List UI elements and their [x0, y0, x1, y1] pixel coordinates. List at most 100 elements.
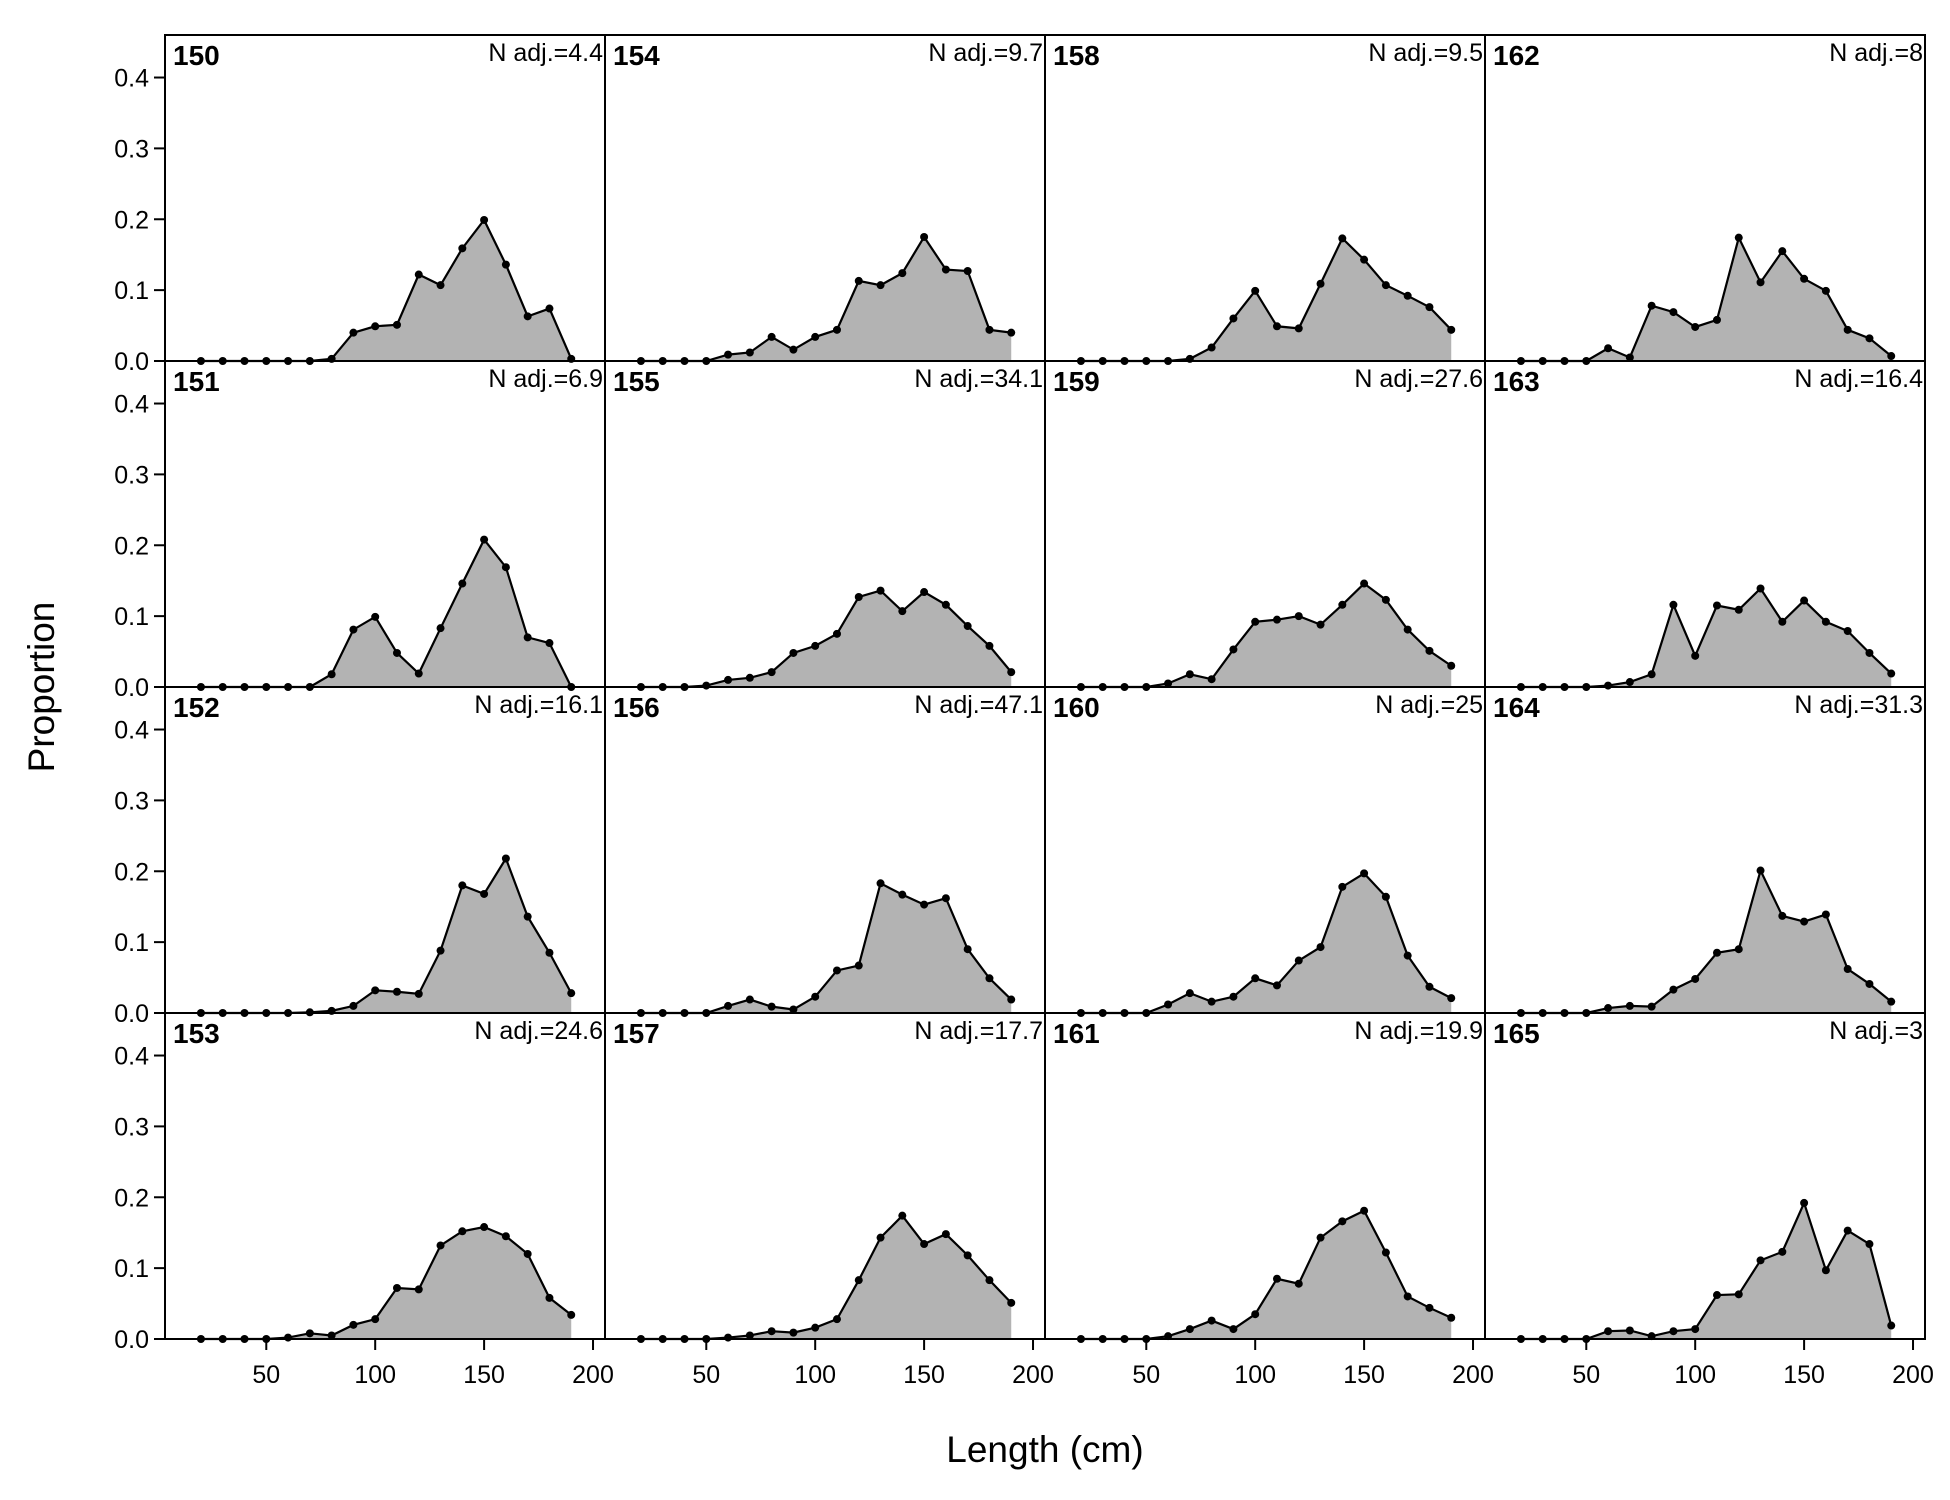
point [349, 1001, 358, 1010]
y-tick-label: 0.1 [114, 929, 149, 957]
point [436, 946, 445, 955]
annotation: N adj.=4.4 [488, 39, 603, 67]
point [305, 1329, 314, 1338]
panel-title: 155 [613, 366, 660, 397]
point [1756, 584, 1765, 593]
point [567, 989, 576, 998]
point [1691, 651, 1700, 660]
point [1691, 974, 1700, 983]
point [1360, 869, 1369, 878]
point [876, 281, 885, 290]
x-tick-label: 150 [1783, 1361, 1825, 1389]
point [1447, 994, 1456, 1003]
point [1316, 279, 1325, 288]
point [832, 629, 841, 638]
point [1669, 985, 1678, 994]
point [523, 312, 532, 321]
point [941, 894, 950, 903]
point [1734, 233, 1743, 242]
panel-frame [1484, 34, 1926, 362]
y-tick-label: 0.1 [114, 1255, 149, 1283]
point [1843, 965, 1852, 974]
panel-title: 153 [173, 1018, 220, 1049]
point [1625, 1326, 1634, 1335]
y-tick-label: 0.4 [114, 391, 149, 419]
point [811, 1323, 820, 1332]
point [1381, 281, 1390, 290]
annotation: N adj.=6.9 [488, 365, 603, 393]
point [1007, 668, 1016, 677]
point [876, 1233, 885, 1242]
point [920, 900, 929, 909]
point [1007, 328, 1016, 337]
point [1403, 291, 1412, 300]
x-tick-label: 100 [1234, 1361, 1276, 1389]
y-axis-label: Proportion [21, 602, 62, 773]
annotation: N adj.=27.6 [1354, 365, 1483, 393]
point [1604, 681, 1613, 690]
point [458, 579, 467, 588]
point [436, 281, 445, 290]
x-tick-label: 200 [1892, 1361, 1934, 1389]
point [724, 1001, 733, 1010]
panel-title: 158 [1053, 40, 1100, 71]
point [371, 1315, 380, 1324]
point [327, 1331, 336, 1340]
point [523, 633, 532, 642]
point [1778, 911, 1787, 920]
point [941, 600, 950, 609]
annotation: N adj.=8 [1829, 39, 1923, 67]
point [1338, 1217, 1347, 1226]
point [1251, 1310, 1260, 1319]
point [1229, 645, 1238, 654]
point [985, 1276, 994, 1285]
point [1185, 989, 1194, 998]
point [1778, 1247, 1787, 1256]
point [545, 948, 554, 957]
panel-title: 162 [1493, 40, 1540, 71]
point [501, 854, 510, 863]
point [811, 641, 820, 650]
point [392, 320, 401, 329]
point [1272, 615, 1281, 624]
panel-title: 154 [613, 40, 660, 71]
point [963, 622, 972, 631]
point [1207, 675, 1216, 684]
area [1080, 238, 1452, 361]
area [640, 1215, 1012, 1339]
point [1251, 974, 1260, 983]
point [1164, 679, 1173, 688]
y-tick-label: 0.2 [114, 206, 149, 234]
x-tick-label: 100 [354, 1361, 396, 1389]
point [1272, 981, 1281, 990]
annotation: N adj.=19.9 [1354, 1017, 1483, 1045]
area [1080, 583, 1452, 687]
point [501, 1232, 510, 1241]
panel-title: 151 [173, 366, 220, 397]
point [745, 1331, 754, 1340]
point [854, 1276, 863, 1285]
point [1800, 274, 1809, 283]
point [1625, 1001, 1634, 1010]
annotation: N adj.=24.6 [474, 1017, 603, 1045]
point [1251, 617, 1260, 626]
point [480, 215, 489, 224]
x-tick-label: 100 [1674, 1361, 1716, 1389]
y-tick-label: 0.0 [114, 1000, 149, 1028]
point [1647, 1002, 1656, 1011]
area [200, 858, 572, 1013]
point [501, 563, 510, 572]
point [1800, 1198, 1809, 1207]
point [898, 607, 907, 616]
point [1164, 1000, 1173, 1009]
panel-title: 164 [1493, 692, 1540, 723]
point [1647, 670, 1656, 679]
point [811, 992, 820, 1001]
y-tick-label: 0.1 [114, 603, 149, 631]
point [1712, 315, 1721, 324]
point [1294, 612, 1303, 621]
y-tick-label: 0.4 [114, 717, 149, 745]
point [1185, 1325, 1194, 1334]
point [1843, 627, 1852, 636]
point [1207, 1316, 1216, 1325]
